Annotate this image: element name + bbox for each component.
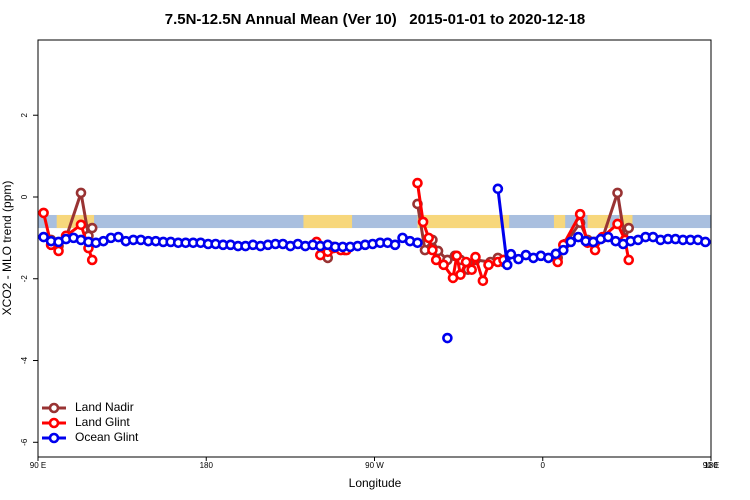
legend-marker	[48, 432, 60, 444]
y-tick-label: -2	[20, 275, 29, 283]
point	[552, 256, 564, 268]
point	[492, 183, 504, 195]
point	[572, 231, 584, 243]
point	[442, 332, 453, 344]
point	[38, 231, 49, 243]
point	[38, 207, 49, 219]
chart-title: 7.5N-12.5N Annual Mean (Ver 10) 2015-01-…	[165, 11, 585, 28]
land-span	[417, 214, 510, 229]
legend-marker	[48, 402, 60, 414]
point	[574, 208, 586, 220]
point	[53, 245, 64, 257]
point	[543, 252, 554, 264]
point	[417, 216, 429, 228]
band	[38, 214, 711, 229]
point	[412, 237, 423, 249]
point	[86, 254, 98, 266]
point	[505, 248, 517, 260]
point	[113, 231, 124, 243]
point	[75, 187, 87, 199]
point	[700, 236, 711, 248]
x-tick-label: 0	[541, 461, 546, 470]
point	[430, 254, 442, 266]
y-tick-label: 0	[20, 194, 29, 199]
land-span	[303, 214, 353, 229]
point	[470, 251, 481, 263]
series-layer	[38, 177, 711, 344]
x-axis-label: Longitude	[349, 476, 402, 490]
point	[438, 259, 449, 271]
point	[558, 244, 569, 256]
point	[612, 187, 623, 199]
legend-label: Ocean Glint	[75, 430, 139, 444]
point	[466, 264, 478, 276]
y-axis-label: XCO2 - MLO trend (ppm)	[0, 181, 14, 316]
point	[612, 218, 623, 230]
point	[602, 231, 614, 243]
x-tick-label: 180	[704, 461, 718, 470]
x-tick-label: 90 E	[30, 461, 46, 470]
land-span	[553, 214, 566, 229]
point	[389, 239, 401, 251]
point	[513, 253, 524, 265]
legend-label: Land Nadir	[75, 400, 134, 414]
y-tick-label: 2	[20, 112, 29, 117]
land-span	[587, 214, 611, 229]
point	[623, 254, 635, 266]
point	[623, 222, 635, 234]
point	[455, 269, 466, 280]
point	[86, 222, 98, 234]
legend-marker	[48, 417, 60, 429]
point	[483, 259, 494, 271]
y-tick-label: -4	[20, 356, 29, 364]
x-tick-label: 180	[200, 461, 214, 470]
point	[565, 236, 577, 248]
point	[501, 259, 513, 271]
point	[423, 232, 435, 244]
point	[589, 244, 601, 256]
series-line	[42, 182, 631, 283]
point	[451, 250, 463, 262]
point	[460, 256, 472, 268]
x-tick-label: 90 W	[365, 461, 384, 470]
point	[427, 244, 438, 256]
point	[75, 219, 87, 231]
x-tick-label: 90 E	[703, 461, 719, 470]
legend-label: Land Glint	[75, 415, 130, 429]
point	[412, 177, 423, 189]
y-tick-label: -6	[20, 438, 29, 446]
point	[477, 275, 489, 287]
